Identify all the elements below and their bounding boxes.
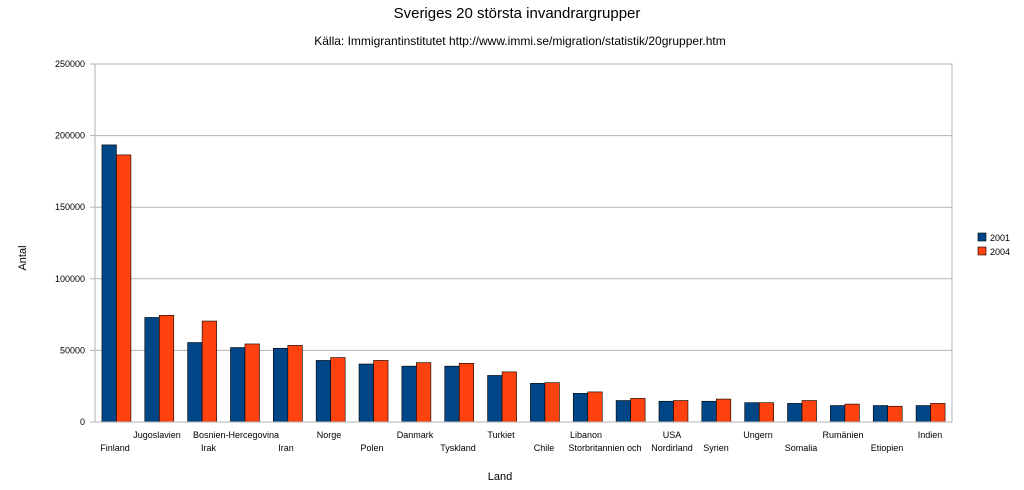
bar-2001-usa [658, 400, 674, 423]
x-axis-label: Land [488, 471, 512, 483]
bar-2001-bosnien-hercegovina [187, 342, 203, 423]
bar-2001-turkiet [487, 375, 503, 423]
x-tick-label: Chile [534, 443, 555, 453]
bar-2001-polen [358, 363, 374, 423]
y-tick-label: 200000 [55, 131, 85, 141]
y-tick-label: 100000 [55, 274, 85, 284]
chart-subtitle: Källa: Immigrantinstitutet http://www.im… [314, 34, 726, 48]
bar-2001-libanon [572, 393, 589, 423]
bar-2004-usa [673, 400, 689, 423]
bar-2001-somalia [787, 403, 803, 423]
y-axis-ticks: 0 50000 100000 150000 200000 250000 [55, 59, 95, 427]
bar-2001-iran [273, 347, 289, 423]
y-tick-label: 50000 [60, 345, 85, 355]
x-tick-label: Rumänien [822, 430, 863, 440]
x-tick-label: Danmark [397, 430, 434, 440]
bar-2004-jugoslavien [158, 315, 175, 423]
bar-2004-etiopien [887, 405, 903, 423]
legend: 2001 2004 [977, 232, 1010, 257]
bar-2001-jugoslavien [144, 317, 160, 423]
bar-2004-danmark [416, 362, 432, 423]
legend-swatch-2004 [977, 246, 987, 256]
y-tick-label: 0 [80, 417, 85, 427]
bar-2001-etiopien [872, 405, 889, 423]
bar-2004-bosnien-hercegovina [201, 320, 217, 423]
bar-2001-tyskland [444, 365, 460, 423]
x-tick-label: Storbritannien och [568, 443, 641, 453]
bars [101, 144, 946, 423]
x-tick-label: Irak [201, 443, 217, 453]
bar-2004-polen [373, 360, 389, 423]
x-tick-label: Ungern [743, 430, 773, 440]
bar-2004-iran [287, 345, 303, 423]
x-tick-label: Turkiet [487, 430, 515, 440]
bar-2004-turkiet [501, 371, 517, 423]
x-tick-label: USA [663, 430, 682, 440]
y-axis-label: Antal [17, 245, 29, 270]
bar-2001-indien [915, 405, 931, 423]
bar-2004-ungern [758, 402, 774, 423]
bar-2001-rum-nien [830, 405, 846, 423]
bar-2004-somalia [801, 400, 817, 423]
x-tick-label: Polen [360, 443, 383, 453]
x-tick-label: Finland [100, 443, 130, 453]
bar-2001-chile [530, 383, 546, 423]
y-tick-label: 150000 [55, 202, 85, 212]
bar-2004-tyskland [458, 362, 475, 423]
chart-title: Sveriges 20 största invandrargrupper [394, 5, 641, 22]
legend-label-2001: 2001 [990, 233, 1010, 243]
bar-2004-storbritannien-och-nordirland [630, 398, 646, 423]
x-tick-label: Nordirland [651, 443, 693, 453]
bar-2004-norge [330, 357, 346, 423]
axes [94, 63, 953, 423]
bar-2001-finland [101, 144, 117, 423]
bar-2004-finland [116, 154, 132, 423]
y-tick-label: 250000 [55, 59, 85, 69]
x-tick-label: Somalia [785, 443, 818, 453]
x-tick-label: Tyskland [440, 443, 476, 453]
x-tick-label: Jugoslavien [133, 430, 181, 440]
bar-2001-danmark [401, 365, 417, 423]
plot-frame [94, 63, 953, 423]
x-tick-label: Norge [317, 430, 342, 440]
bar-2004-chile [544, 382, 560, 423]
x-tick-label: Libanon [570, 430, 602, 440]
bar-2001-irak [230, 347, 246, 423]
x-tick-label: Iran [278, 443, 294, 453]
bar-2001-storbritannien-och-nordirland [615, 400, 631, 423]
bar-2001-ungern [744, 402, 760, 423]
x-tick-label: Syrien [703, 443, 729, 453]
gridlines [95, 63, 952, 351]
x-tick-label: Etiopien [871, 443, 904, 453]
bar-2004-rum-nien [844, 403, 860, 423]
x-tick-label: Bosnien-Hercegovina [193, 430, 279, 440]
bar-2004-indien [930, 403, 946, 423]
x-tick-label: Indien [918, 430, 943, 440]
bar-2001-syrien [701, 400, 717, 423]
bar-2001-norge [315, 360, 331, 423]
legend-swatch-2001 [977, 232, 987, 242]
bar-2004-irak [244, 343, 260, 423]
legend-label-2004: 2004 [990, 247, 1010, 257]
bar-2004-libanon [587, 391, 603, 423]
bar-2004-syrien [716, 398, 732, 423]
